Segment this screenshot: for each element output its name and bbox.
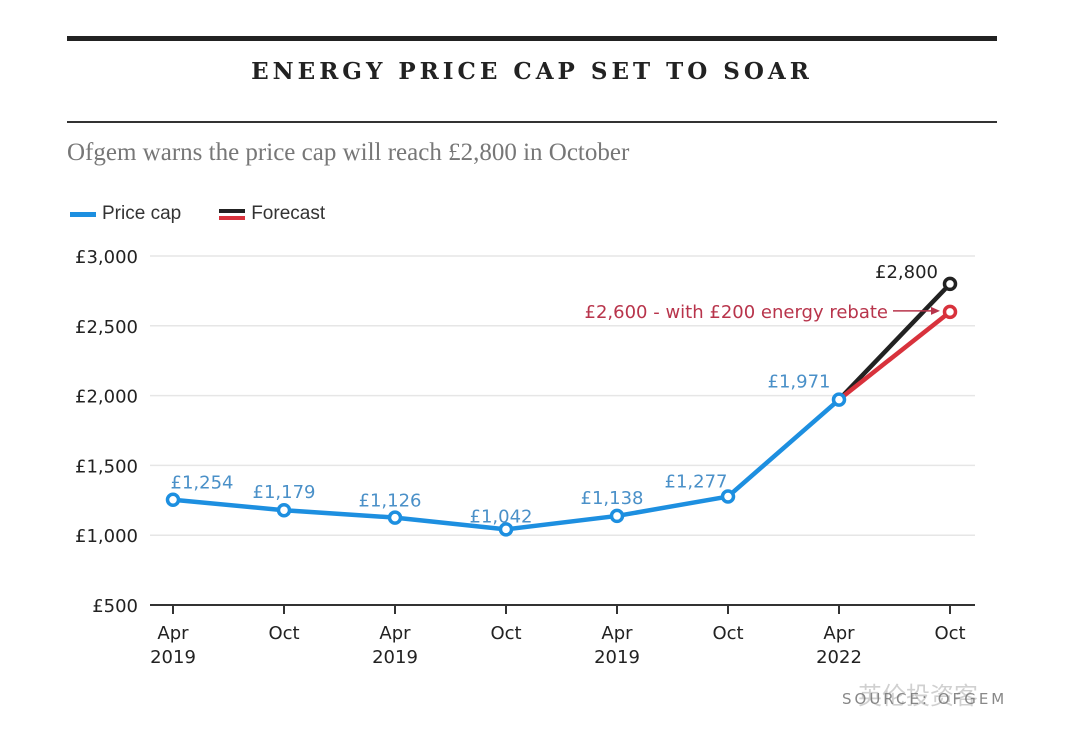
forecast-rebate-line <box>837 310 952 402</box>
price-cap-point <box>498 522 514 537</box>
y-tick-label: £1,500 <box>75 456 138 477</box>
price-cap-data-label: £1,277 <box>665 472 728 493</box>
x-tick-label: Oct <box>934 623 965 644</box>
x-tick-label-year: 2019 <box>150 647 196 668</box>
source-note: SOURCE: OFGEM <box>842 690 1008 708</box>
price-cap-data-label: £1,126 <box>359 491 422 512</box>
price-cap-data-label: £1,971 <box>768 372 831 393</box>
forecast-swatch-icon <box>219 208 246 220</box>
price-cap-point <box>831 392 847 407</box>
y-tick-label: £3,000 <box>75 247 138 268</box>
price-cap-point <box>387 510 403 525</box>
price-cap-point <box>276 502 292 518</box>
x-tick-label: Oct <box>268 623 299 644</box>
price-cap-data-label: £1,042 <box>470 506 533 527</box>
price-cap-point <box>609 508 625 524</box>
price-cap-swatch-icon <box>70 211 96 217</box>
price-cap-point <box>165 492 181 507</box>
annotation-arrow-head-icon <box>931 306 940 315</box>
legend-label: Forecast <box>251 203 326 224</box>
y-tick-label: £500 <box>92 596 138 617</box>
forecast-rebate-point <box>942 304 958 320</box>
top-rule <box>67 36 997 41</box>
chart-subtitle: Ofgem warns the price cap will reach £2,… <box>67 139 630 166</box>
x-tick-label-year: 2019 <box>594 647 640 668</box>
x-tick-label: Apr <box>601 623 633 644</box>
forecast-point <box>942 276 958 292</box>
forecast-data-label: £2,800 <box>875 262 938 283</box>
price-cap-data-label: £1,138 <box>581 488 644 509</box>
x-tick-label: Apr <box>823 623 855 644</box>
watermark: 英伦投资客 <box>858 682 978 710</box>
legend-item-forecast: Forecast <box>219 203 325 225</box>
legend: Price cap Forecast <box>70 203 363 225</box>
x-tick-label: Oct <box>490 623 521 644</box>
forecast-line <box>837 282 952 402</box>
x-tick-label-year: 2019 <box>372 647 418 668</box>
title-divider <box>67 121 997 123</box>
legend-label: Price cap <box>102 203 182 224</box>
rebate-annotation-label: £2,600 - with £200 energy rebate <box>585 302 888 323</box>
price-cap-data-label: £1,254 <box>171 473 234 494</box>
y-tick-label: £1,000 <box>75 526 138 547</box>
price-cap-point <box>720 489 736 504</box>
x-tick-label: Oct <box>712 623 743 644</box>
chart-title: ENERGY PRICE CAP SET TO SOAR <box>251 58 813 85</box>
price-cap-data-label: £1,179 <box>253 482 316 503</box>
x-tick-label: Apr <box>157 623 189 644</box>
x-tick-label: Apr <box>379 623 411 644</box>
y-tick-label: £2,500 <box>75 317 138 338</box>
legend-item-price-cap: Price cap <box>70 203 181 225</box>
y-tick-label: £2,000 <box>75 387 138 408</box>
x-tick-label-year: 2022 <box>816 647 862 668</box>
